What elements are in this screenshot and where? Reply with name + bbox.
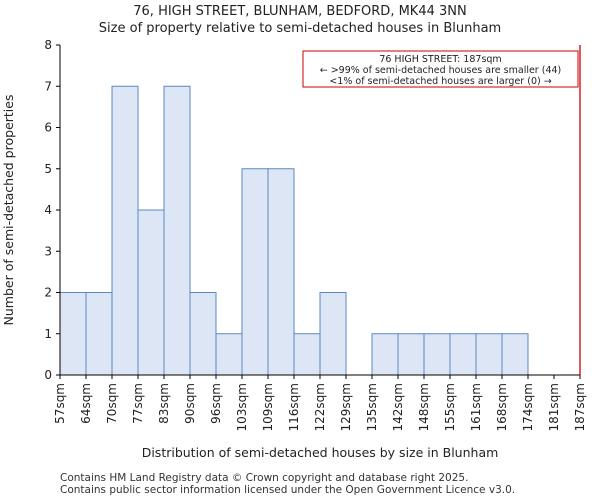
x-tick-label: 135sqm (365, 383, 379, 431)
bar-83sqm (163, 85, 191, 376)
footer-licence: Contains public sector information licen… (60, 484, 516, 496)
x-tick-label: 116sqm (287, 383, 301, 431)
annotation-line-2: ← >99% of semi-detached houses are small… (320, 65, 562, 76)
bar-96sqm (215, 333, 243, 376)
y-axis-title: Number of semi-detached properties (1, 95, 16, 326)
bar-148sqm (423, 333, 451, 376)
x-tick-label: 64sqm (79, 383, 93, 424)
y-tick-label: 1 (44, 327, 52, 341)
x-tick-label: 161sqm (469, 383, 483, 431)
chart-subtitle: Size of property relative to semi-detach… (98, 21, 502, 36)
x-tick-label: 57sqm (53, 383, 67, 424)
annotation-box (302, 50, 579, 88)
y-tick-label: 7 (44, 79, 52, 93)
bar-64sqm (85, 292, 113, 376)
x-tick-label: 83sqm (157, 383, 171, 424)
bar-122sqm (319, 292, 347, 376)
annotation-line-1: 76 HIGH STREET: 187sqm (379, 54, 501, 65)
bar-155sqm (449, 333, 477, 376)
bar-103sqm (241, 168, 269, 376)
bar-161sqm (475, 333, 503, 376)
x-tick-label: 90sqm (183, 383, 197, 424)
y-tick-label: 5 (44, 162, 52, 176)
bar-57sqm (59, 292, 87, 376)
x-tick-label: 70sqm (105, 383, 119, 424)
y-tick-label: 2 (44, 286, 52, 300)
x-tick-label: 181sqm (547, 383, 561, 431)
bar-142sqm (397, 333, 425, 376)
x-axis-title: Distribution of semi-detached houses by … (142, 445, 499, 460)
x-tick-label: 187sqm (573, 383, 587, 431)
y-tick-label: 6 (44, 121, 52, 135)
x-tick-label: 148sqm (417, 383, 431, 431)
x-tick-label: 96sqm (209, 383, 223, 424)
x-tick-label: 77sqm (131, 383, 145, 424)
bar-116sqm (293, 333, 321, 376)
y-tick-label: 0 (44, 368, 52, 382)
bar-109sqm (267, 168, 295, 376)
bar-90sqm (189, 292, 217, 376)
x-tick-label: 142sqm (391, 383, 405, 431)
footer-copyright: Contains HM Land Registry data © Crown c… (60, 472, 469, 484)
bar-168sqm (501, 333, 529, 376)
x-tick-label: 168sqm (495, 383, 509, 431)
x-tick-label: 103sqm (235, 383, 249, 431)
y-tick-label: 4 (44, 203, 52, 217)
x-tick-label: 129sqm (339, 383, 353, 431)
x-tick-label: 155sqm (443, 383, 457, 431)
annotation-line-3: <1% of semi-detached houses are larger (… (329, 76, 551, 87)
bar-77sqm (137, 209, 165, 376)
chart-title: 76, HIGH STREET, BLUNHAM, BEDFORD, MK44 … (133, 4, 467, 19)
y-tick-label: 3 (44, 244, 52, 258)
x-tick-label: 174sqm (521, 383, 535, 431)
x-tick-label: 122sqm (313, 383, 327, 431)
x-tick-label: 109sqm (261, 383, 275, 431)
bar-70sqm (111, 85, 139, 376)
bar-135sqm (371, 333, 399, 376)
y-tick-label: 8 (44, 38, 52, 52)
